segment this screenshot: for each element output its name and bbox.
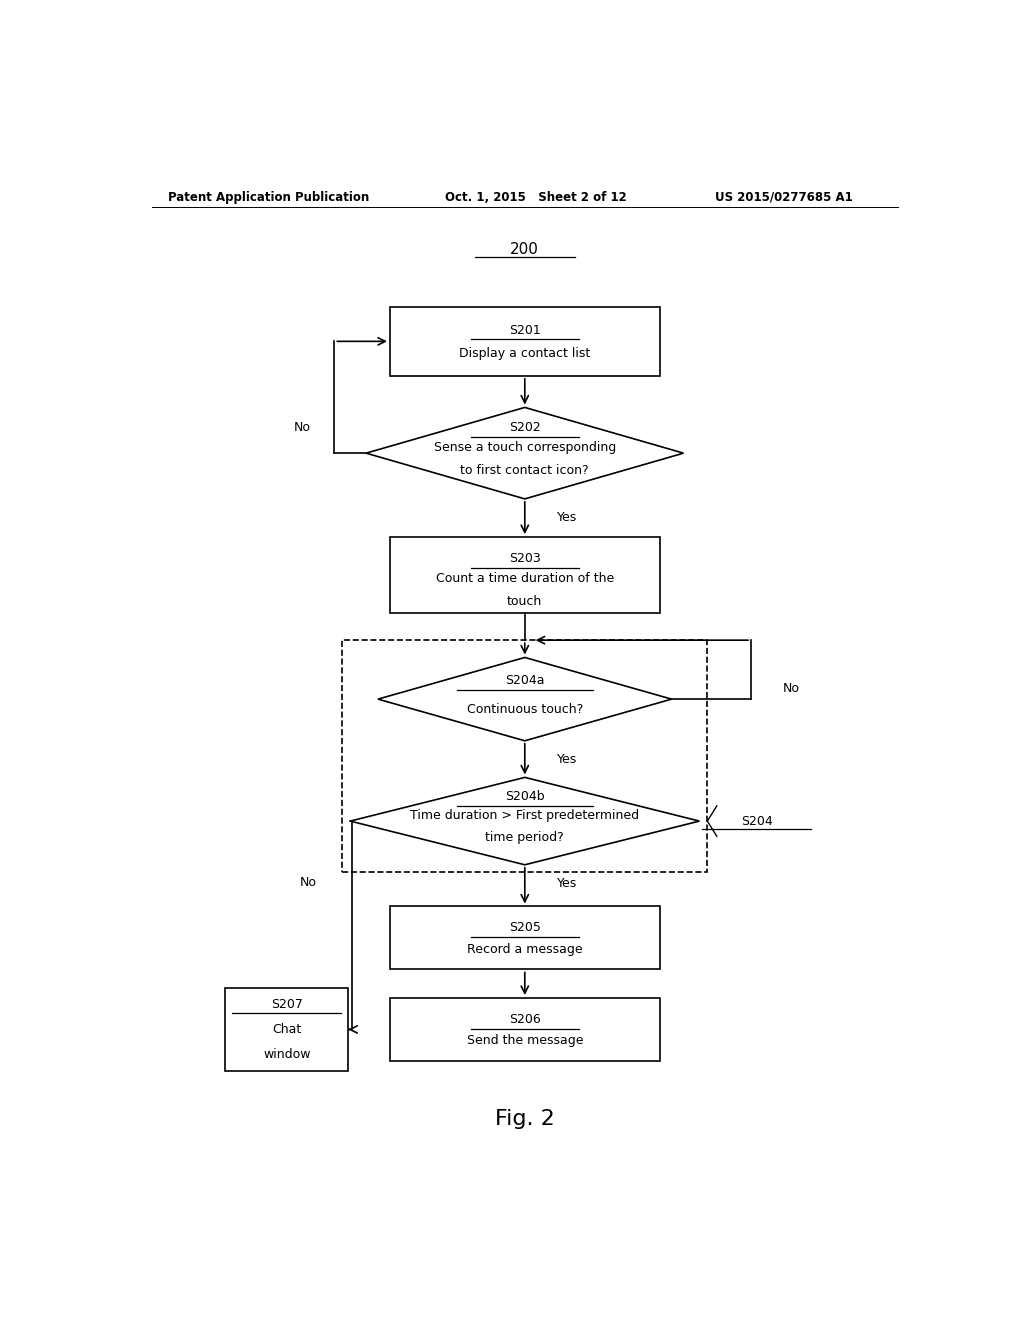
Polygon shape (350, 777, 699, 865)
Polygon shape (367, 408, 684, 499)
Text: Time duration > First predetermined: Time duration > First predetermined (411, 809, 639, 822)
Text: Send the message: Send the message (467, 1035, 583, 1047)
Text: S204: S204 (740, 814, 772, 828)
Text: window: window (263, 1048, 310, 1061)
Text: Yes: Yes (557, 511, 577, 524)
Text: No: No (294, 421, 311, 434)
Text: US 2015/0277685 A1: US 2015/0277685 A1 (715, 190, 853, 203)
Text: S202: S202 (509, 421, 541, 434)
Text: S207: S207 (270, 998, 303, 1011)
Polygon shape (378, 657, 672, 741)
Text: time period?: time period? (485, 832, 564, 845)
Text: touch: touch (507, 595, 543, 609)
Text: S203: S203 (509, 552, 541, 565)
Text: to first contact icon?: to first contact icon? (461, 465, 589, 477)
Polygon shape (225, 987, 348, 1071)
Text: S201: S201 (509, 323, 541, 337)
Text: No: No (300, 875, 317, 888)
Text: Chat: Chat (272, 1023, 301, 1036)
Text: S205: S205 (509, 921, 541, 935)
Polygon shape (390, 998, 659, 1061)
Text: S206: S206 (509, 1012, 541, 1026)
Text: S204a: S204a (505, 675, 545, 688)
Polygon shape (390, 907, 659, 969)
Text: Fig. 2: Fig. 2 (495, 1109, 555, 1129)
Polygon shape (390, 306, 659, 376)
Text: Sense a touch corresponding: Sense a touch corresponding (434, 441, 615, 454)
Text: Display a contact list: Display a contact list (459, 347, 591, 360)
Text: Count a time duration of the: Count a time duration of the (435, 573, 614, 586)
Text: Continuous touch?: Continuous touch? (467, 702, 583, 715)
Text: S204b: S204b (505, 791, 545, 803)
Text: 200: 200 (510, 243, 540, 257)
Text: Record a message: Record a message (467, 942, 583, 956)
Text: Oct. 1, 2015   Sheet 2 of 12: Oct. 1, 2015 Sheet 2 of 12 (445, 190, 627, 203)
Polygon shape (390, 537, 659, 614)
Text: No: No (782, 682, 800, 696)
Text: Yes: Yes (557, 876, 577, 890)
Text: Yes: Yes (557, 752, 577, 766)
Text: Patent Application Publication: Patent Application Publication (168, 190, 369, 203)
